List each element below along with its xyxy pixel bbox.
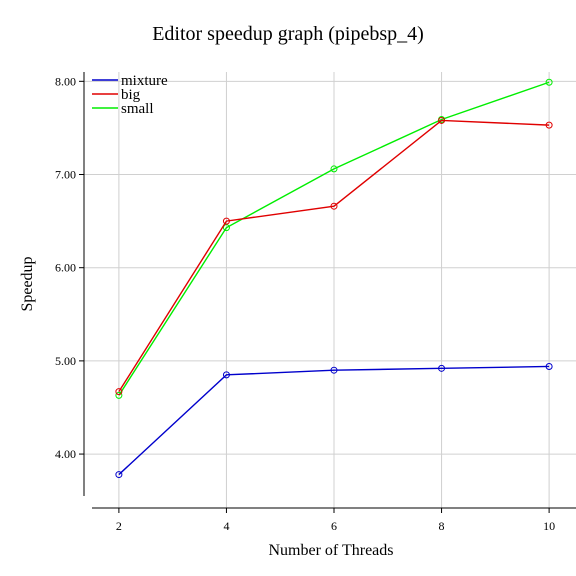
legend-label-mixture: mixture [121,73,168,89]
data-point-big [545,121,553,129]
y-tick-label: 6.00 [55,261,76,275]
data-point-mixture [115,471,123,479]
data-point-small [115,391,123,399]
series-line-mixture [118,365,550,476]
x-tick-label: 6 [331,519,337,533]
x-tick-label: 4 [223,519,229,533]
y-tick-label: 7.00 [55,168,76,182]
y-tick-label: 5.00 [55,354,76,368]
data-point-mixture [545,362,553,370]
data-point-big [115,388,123,396]
y-tick-label: 4.00 [55,447,76,461]
data-point-mixture [330,366,338,374]
data-point-big [222,217,230,225]
series-line-big [118,119,550,393]
grid-layer [84,72,576,508]
x-tick-label: 2 [116,519,122,533]
legend-label-small: small [121,101,154,117]
axes-layer: 2 4 6 8 10 4.00 5.00 6.00 7.00 8.00 [55,72,576,533]
data-point-mixture [222,371,230,379]
x-tick-label: 8 [439,519,445,533]
y-axis-label: Speedup [19,256,36,311]
x-tick-label: 10 [543,519,555,533]
x-axis-label: Number of Threads [269,542,394,559]
data-point-small [545,78,553,86]
series-layer [115,78,553,479]
data-point-big [438,116,446,124]
data-point-small [222,224,230,232]
chart-title: Editor speedup graph (pipebsp_4) [152,23,424,45]
data-point-mixture [438,364,446,372]
data-point-big [330,202,338,210]
y-tick-label: 8.00 [55,74,76,88]
data-point-small [330,165,338,173]
legend-label-big: big [121,87,141,103]
series-line-small [118,81,550,396]
